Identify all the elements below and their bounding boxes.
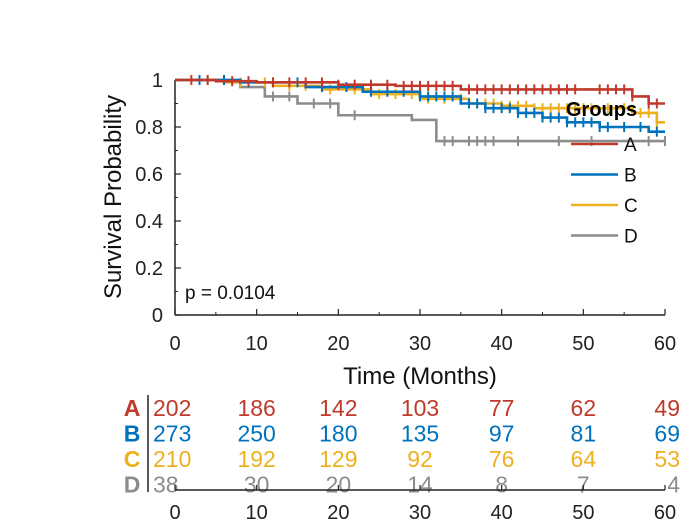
risk-count: 76 — [489, 446, 515, 472]
risk-count: 77 — [489, 395, 515, 421]
x-tick-label: 50 — [572, 333, 594, 355]
risk-count: 4 — [667, 472, 680, 498]
risk-group-label-B: B — [124, 421, 141, 447]
series-layer — [175, 75, 666, 147]
risk-row-C: C 210 192 129 92 76 64 53 — [124, 446, 680, 472]
legend-label-B: B — [624, 166, 637, 187]
risk-table-tick-label: 20 — [327, 502, 349, 524]
risk-count: 92 — [407, 446, 433, 472]
legend-item-A: A — [571, 135, 637, 156]
risk-table-tick-label: 0 — [169, 502, 180, 524]
risk-count: 250 — [237, 421, 275, 447]
risk-row-B: B 273 250 180 135 97 81 69 — [124, 421, 680, 447]
x-tick-label: 60 — [654, 333, 676, 355]
y-tick-label: 0.6 — [135, 164, 163, 186]
risk-count: 103 — [401, 395, 439, 421]
series-A — [175, 75, 665, 109]
risk-count: 97 — [489, 421, 515, 447]
y-tick-label: 0.8 — [135, 117, 163, 139]
x-tick-label: 0 — [169, 333, 180, 355]
y-tick-label: 1 — [152, 70, 163, 92]
risk-table-tick-label: 40 — [491, 502, 513, 524]
x-tick-label: 40 — [491, 333, 513, 355]
risk-count: 53 — [654, 446, 680, 472]
p-value-annotation: p = 0.0104 — [185, 283, 276, 304]
risk-count: 69 — [654, 421, 680, 447]
risk-count: 210 — [153, 446, 191, 472]
risk-count: 20 — [326, 472, 352, 498]
risk-count: 30 — [244, 472, 270, 498]
risk-count: 186 — [237, 395, 275, 421]
risk-group-label-D: D — [124, 472, 141, 498]
risk-count: 64 — [571, 446, 597, 472]
risk-count: 62 — [571, 395, 597, 421]
y-tick-label: 0 — [152, 305, 163, 327]
y-tick-label: 0.4 — [135, 211, 163, 233]
risk-table: A 202 186 142 103 77 62 49B 273 250 180 135 97 81 69C 2… — [124, 395, 681, 524]
risk-count: 273 — [153, 421, 191, 447]
risk-row-D: D 38 30 20 14 8 7 4 — [124, 472, 681, 498]
risk-count: 135 — [401, 421, 439, 447]
legend-label-A: A — [624, 135, 637, 156]
risk-count: 38 — [153, 472, 179, 498]
survival-curve-A — [175, 78, 665, 105]
legend-title: Groups — [566, 99, 637, 121]
x-axis-label: Time (Months) — [343, 363, 497, 390]
x-tick-label: 20 — [327, 333, 349, 355]
risk-count: 192 — [237, 446, 275, 472]
risk-count: 14 — [407, 472, 433, 498]
risk-group-label-A: A — [124, 395, 141, 421]
x-tick-label: 10 — [246, 333, 268, 355]
legend-label-D: D — [624, 227, 638, 248]
risk-count: 202 — [153, 395, 191, 421]
risk-count: 7 — [577, 472, 590, 498]
x-tick-label: 30 — [409, 333, 431, 355]
risk-count: 81 — [571, 421, 597, 447]
legend-item-D: D — [571, 227, 638, 248]
risk-count: 49 — [654, 395, 680, 421]
legend-label-C: C — [624, 196, 638, 217]
risk-count: 129 — [319, 446, 357, 472]
risk-table-tick-label: 60 — [654, 502, 676, 524]
series-D — [175, 78, 666, 147]
risk-table-tick-label: 10 — [246, 502, 268, 524]
legend-item-C: C — [571, 196, 638, 217]
risk-count: 8 — [495, 472, 508, 498]
risk-group-label-C: C — [124, 446, 141, 472]
legend-item-B: B — [571, 166, 637, 187]
risk-row-A: A 202 186 142 103 77 62 49 — [124, 395, 680, 421]
risk-count: 180 — [319, 421, 357, 447]
risk-count: 142 — [319, 395, 357, 421]
survival-curve-D — [175, 78, 665, 143]
axes: 0 10 20 30 40 50 60 0 0.2 0.4 0.6 0.8 1 — [135, 70, 676, 355]
y-tick-label: 0.2 — [135, 258, 163, 280]
risk-table-tick-label: 30 — [409, 502, 431, 524]
y-axis-label: Survival Probability — [100, 95, 127, 299]
risk-table-tick-label: 50 — [572, 502, 594, 524]
